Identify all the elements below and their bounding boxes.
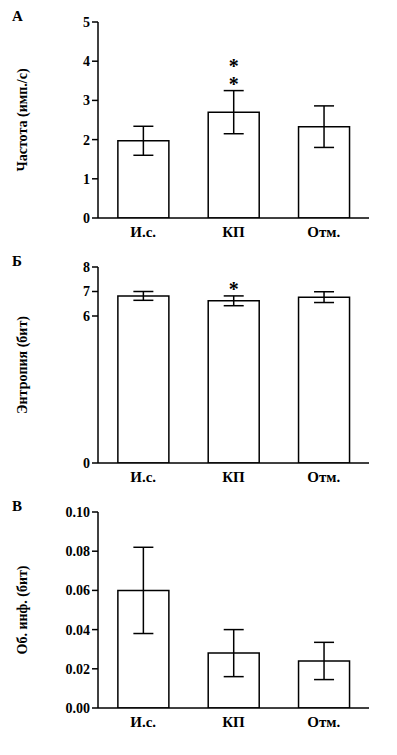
svg-text:5: 5 [83,15,90,30]
svg-text:Частота (имп./с): Частота (имп./с) [15,68,31,171]
svg-text:4: 4 [83,54,90,69]
svg-text:КП: КП [222,224,245,240]
html-text:В: В [12,498,22,514]
svg-text:0.04: 0.04 [66,623,91,638]
svg-text:И.с.: И.с. [130,714,156,730]
svg-text:0.08: 0.08 [66,544,91,559]
svg-text:И.с.: И.с. [130,469,156,485]
svg-text:8: 8 [83,260,90,275]
html-text:А: А [12,8,23,24]
svg-text:6: 6 [83,309,90,324]
svg-text:Отм.: Отм. [307,224,340,240]
svg-text:Отм.: Отм. [307,469,340,485]
svg-text:0.10: 0.10 [66,505,91,520]
svg-text:*: * [229,278,239,300]
svg-text:2: 2 [83,133,90,148]
svg-text:Энтропия (бит): Энтропия (бит) [15,316,31,414]
svg-text:0.06: 0.06 [66,583,91,598]
svg-text:0.00: 0.00 [66,701,91,716]
svg-text:КП: КП [222,469,245,485]
svg-text:Об. инф. (бит): Об. инф. (бит) [15,565,31,654]
svg-text:0: 0 [83,211,90,226]
svg-text:1: 1 [83,172,90,187]
svg-text:Отм.: Отм. [307,714,340,730]
svg-text:0.02: 0.02 [66,662,91,677]
html-text:Б: Б [12,253,22,269]
svg-text:КП: КП [222,714,245,730]
svg-text:3: 3 [83,93,90,108]
svg-text:**: ** [229,55,239,95]
svg-text:И.с.: И.с. [130,224,156,240]
svg-text:7: 7 [83,284,90,299]
svg-text:0: 0 [83,456,90,471]
